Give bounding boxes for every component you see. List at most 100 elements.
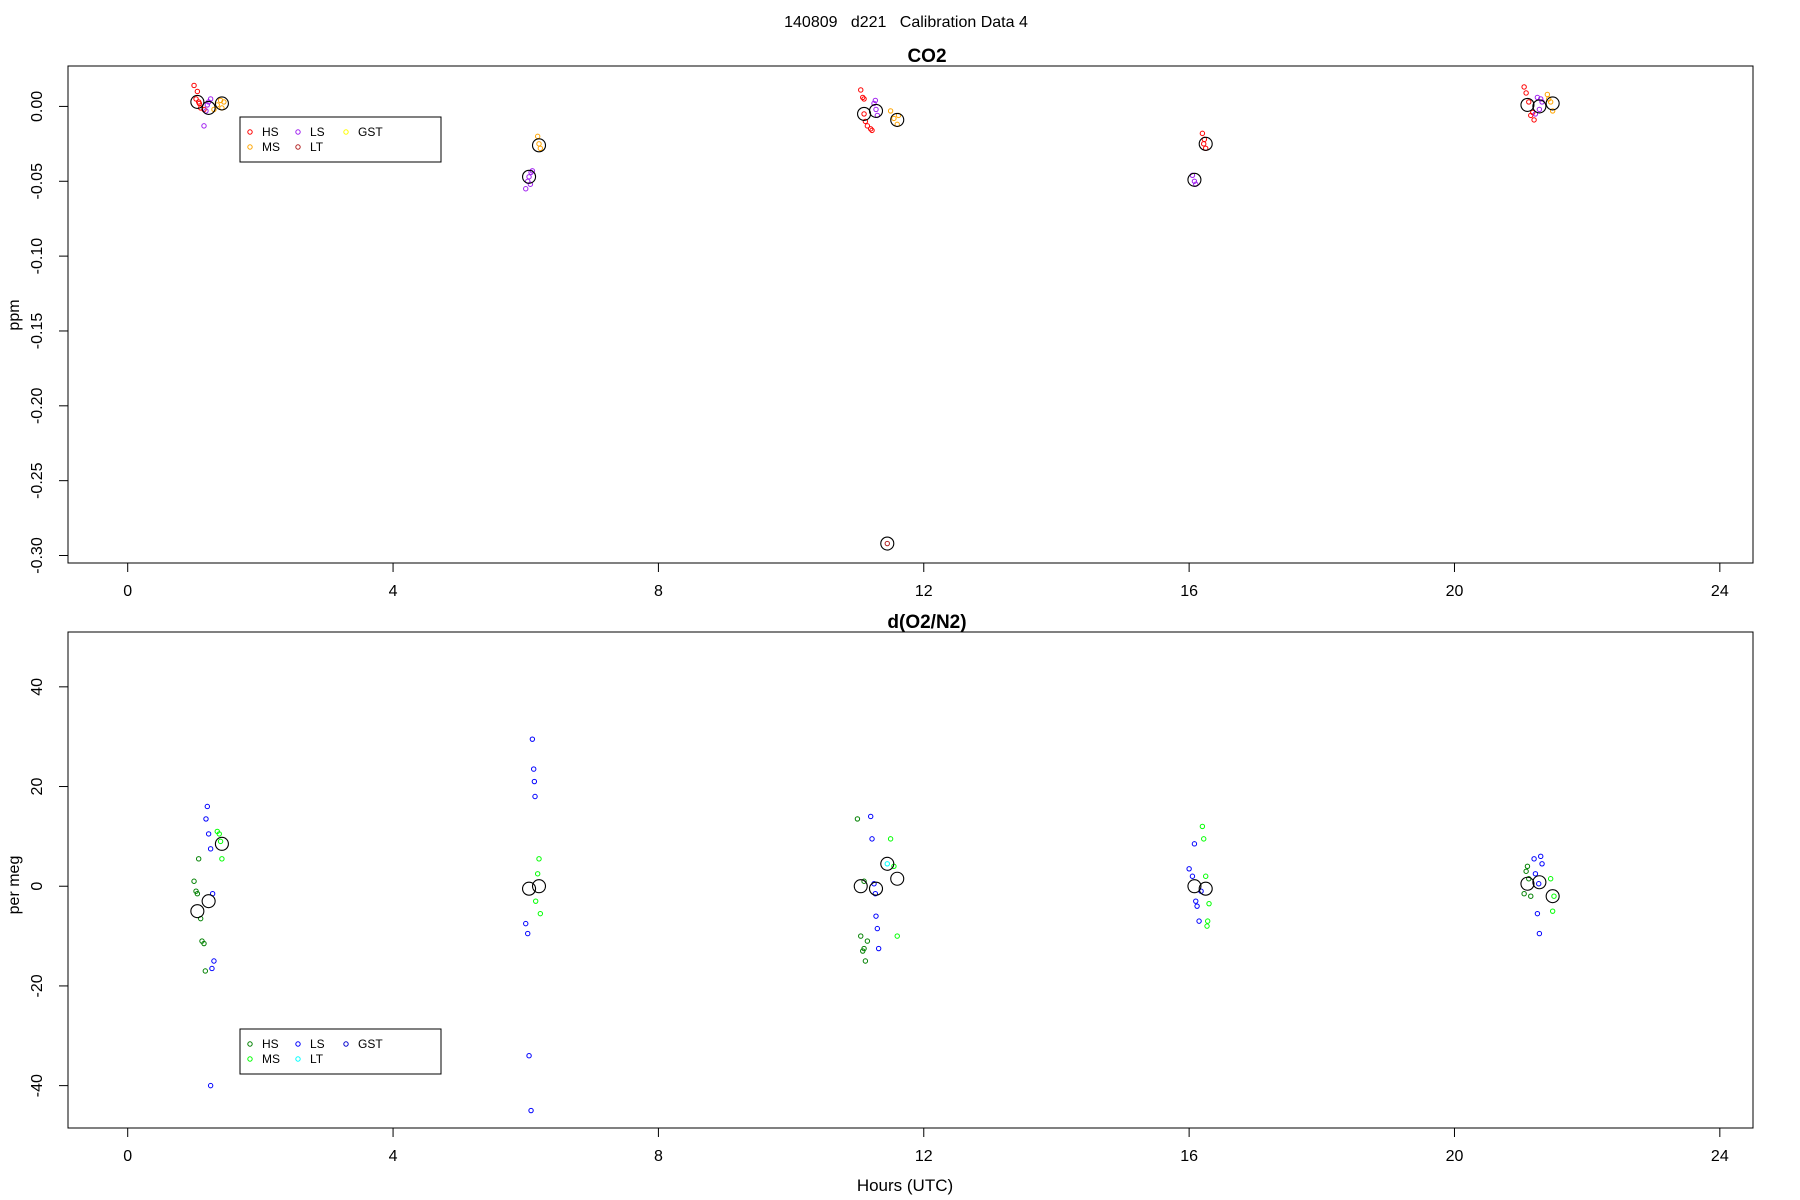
- o2n2-marks: [190, 736, 1560, 1114]
- co2-legend-marker-gst: [343, 129, 349, 135]
- co2-point-ms: [536, 141, 542, 147]
- co2-point-hs: [1530, 109, 1536, 116]
- co2-point-ls: [1538, 96, 1544, 102]
- o2n2-legend-marker-ms: [247, 1056, 253, 1062]
- o2n2-point-ls: [875, 945, 882, 952]
- o2n2-point-hs: [864, 938, 871, 944]
- co2-point-hs: [1523, 90, 1529, 96]
- co2-legend-label-gst: GST: [358, 125, 383, 139]
- o2n2-point-hs: [194, 891, 201, 897]
- o2n2-point-ms: [1551, 893, 1557, 899]
- o2n2-legend-label-gst: GST: [358, 1037, 383, 1051]
- o2n2-ylabel: per meg: [6, 856, 23, 915]
- co2-point-ls: [527, 181, 534, 187]
- o2n2-mean-marker: [868, 881, 884, 896]
- o2n2-point-ls: [1536, 930, 1543, 937]
- o2n2-point-ls: [523, 920, 529, 927]
- o2n2-point-ms: [536, 856, 542, 862]
- o2n2-point-ls: [1194, 903, 1200, 909]
- o2n2-x-tick-label: 8: [654, 1148, 663, 1165]
- co2-y-tick-label: -0.20: [29, 387, 46, 424]
- o2n2-mean-marker: [214, 836, 229, 851]
- o2n2-point-hs: [195, 856, 202, 862]
- co2-point-ms: [221, 99, 227, 105]
- o2n2-point-ls: [1193, 898, 1199, 904]
- o2n2-point-ls: [1538, 853, 1544, 860]
- o2n2-x-tick-label: 24: [1711, 1148, 1729, 1165]
- o2n2-point-ls: [203, 816, 209, 822]
- o2n2-point-ms: [1201, 836, 1207, 842]
- o2n2-point-ms: [1203, 873, 1209, 879]
- o2n2-legend-label-ms: MS: [262, 1052, 280, 1066]
- co2-y-tick-label: -0.05: [29, 163, 46, 200]
- o2n2-point-ls: [532, 793, 538, 800]
- o2n2-point-ls: [530, 766, 537, 772]
- co2-x-tick-label: 16: [1180, 583, 1198, 600]
- co2-point-ls: [1536, 106, 1543, 113]
- co2-point-ls: [203, 108, 209, 114]
- co2-point-hs: [858, 87, 864, 93]
- co2-point-hs: [1199, 130, 1206, 137]
- co2-point-ms: [887, 108, 894, 114]
- co2-x-tick-label: 12: [915, 583, 933, 600]
- o2n2-point-hs: [1521, 891, 1527, 897]
- co2-point-ms: [1545, 96, 1552, 102]
- co2-y-tick-label: -0.25: [29, 462, 46, 499]
- o2n2-point-ms: [894, 933, 900, 939]
- co2-point-hs: [861, 96, 867, 102]
- o2n2-mean-marker: [190, 904, 205, 919]
- o2n2-point-ls: [1531, 856, 1537, 862]
- co2-point-ls: [1191, 178, 1198, 184]
- o2n2-point-ms: [532, 898, 539, 904]
- o2n2-point-hs: [862, 958, 869, 964]
- o2n2-point-ls: [1534, 910, 1541, 917]
- co2-point-hs: [861, 111, 867, 117]
- co2-point-ms: [1544, 91, 1551, 98]
- co2-legend-label-lt: LT: [310, 140, 324, 154]
- o2n2-point-ms: [216, 831, 222, 837]
- o2n2-point-hs: [861, 945, 867, 952]
- o2n2-mean-marker: [853, 879, 868, 894]
- co2-point-hs: [867, 126, 874, 132]
- o2n2-point-ls: [1536, 881, 1542, 887]
- o2n2-point-hs: [1524, 863, 1531, 869]
- co2-point-hs: [1526, 99, 1532, 105]
- o2n2-point-hs: [201, 940, 207, 947]
- co2-mean-marker: [857, 106, 872, 121]
- o2n2-mean-marker: [201, 894, 216, 909]
- o2n2-y-tick-label: 0: [29, 882, 46, 891]
- o2n2-legend-marker-hs: [247, 1041, 253, 1047]
- co2-mean-marker: [190, 94, 205, 109]
- co2-mean-marker: [868, 103, 884, 118]
- co2-point-ls: [523, 186, 529, 192]
- co2-mean-marker: [1198, 136, 1213, 151]
- o2n2-point-ls: [525, 930, 531, 937]
- o2n2-mean-marker: [531, 879, 547, 894]
- co2-mean-marker: [531, 138, 547, 153]
- o2n2-point-ls: [1189, 873, 1196, 879]
- co2-mean-marker: [1187, 172, 1202, 187]
- o2n2-point-ls: [204, 803, 211, 810]
- o2n2-mean-marker: [522, 881, 537, 896]
- co2-point-ls: [873, 106, 879, 113]
- co2-x-tick-label: 8: [654, 583, 663, 600]
- o2n2-x-tick-label: 4: [389, 1148, 398, 1165]
- co2-point-hs: [862, 118, 869, 125]
- o2n2-point-ms: [534, 871, 541, 877]
- co2-point-hs: [191, 82, 197, 89]
- o2n2-point-ls: [531, 778, 538, 785]
- co2-legend-marker-ms: [247, 144, 253, 150]
- co2-point-hs: [1521, 84, 1527, 90]
- o2n2-x-tick-label: 12: [915, 1148, 933, 1165]
- co2-legend-label-ls: LS: [310, 125, 325, 139]
- co2-point-ms: [891, 115, 897, 122]
- o2n2-point-ms: [1547, 876, 1554, 882]
- co2-y-tick-label: -0.30: [29, 537, 46, 574]
- o2n2-point-ls: [529, 736, 536, 742]
- o2n2-point-ls: [1539, 861, 1545, 867]
- co2-point-hs: [860, 94, 866, 101]
- o2n2-mean-marker: [1187, 879, 1202, 894]
